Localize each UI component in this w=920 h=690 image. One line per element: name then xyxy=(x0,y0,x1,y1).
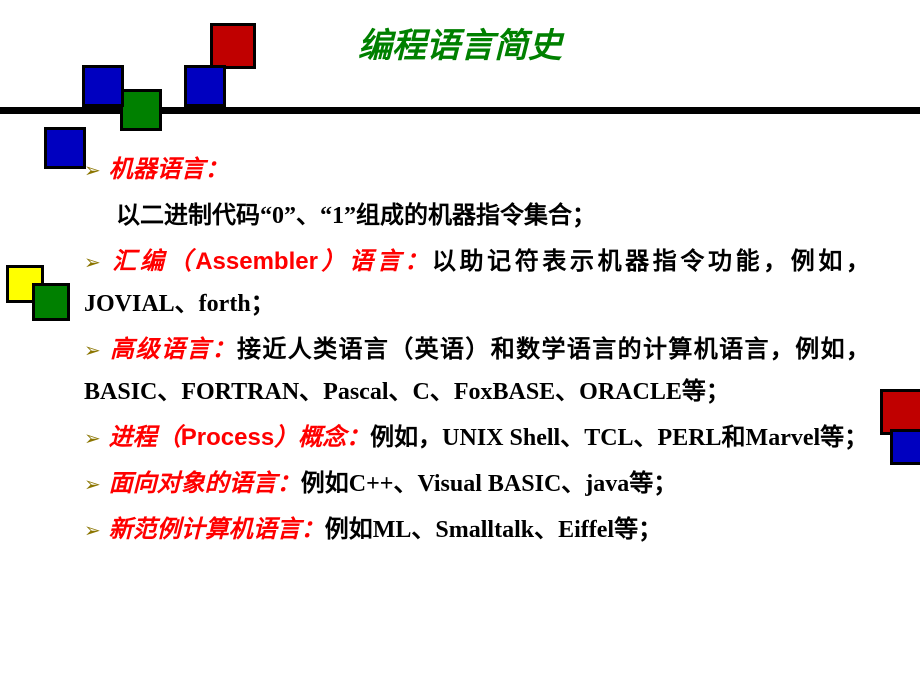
list-item: ➢ 面向对象的语言：例如C++、Visual BASIC、java等； xyxy=(84,463,870,505)
heading-part: ）概念： xyxy=(274,425,370,451)
content-area: ➢ 机器语言： 以二进制代码“0”、“1”组成的机器指令集合； ➢ 汇编（Assem… xyxy=(0,149,920,551)
heading-part-en: Assembler xyxy=(195,248,318,275)
list-item: ➢ 机器语言： xyxy=(84,149,870,191)
list-item: ➢ 新范例计算机语言：例如ML、Smalltalk、Eiffel等； xyxy=(84,509,870,551)
slide-title: 编程语言简史 xyxy=(0,0,920,79)
green-square-icon xyxy=(120,89,162,131)
blue-square-icon xyxy=(184,65,226,107)
list-item: ➢ 进程（Process）概念：例如，UNIX Shell、TCL、PERL和Ma… xyxy=(84,417,870,459)
bullet-arrow-icon: ➢ xyxy=(84,514,101,549)
bullet-arrow-icon: ➢ xyxy=(84,154,101,189)
item-heading: 新范例计算机语言： xyxy=(109,517,325,543)
item-body: 例如C++、Visual BASIC、java等； xyxy=(301,471,678,497)
green-square-icon xyxy=(32,283,70,321)
item-heading: 高级语言： xyxy=(109,337,237,363)
heading-part-en: Process xyxy=(181,424,274,451)
item-body: 例如，UNIX Shell、TCL、PERL和Marvel等； xyxy=(370,425,868,451)
list-item: ➢汇编（Assembler）语言：以助记符表示机器指令功能，例如，JOVIAL、… xyxy=(84,241,870,325)
item-heading: 汇编（Assembler）语言： xyxy=(109,249,432,275)
bullet-arrow-icon: ➢ xyxy=(84,422,101,457)
bullet-arrow-icon: ➢ xyxy=(84,468,101,503)
bullet-arrow-icon: ➢ xyxy=(84,334,101,369)
blue-square-icon xyxy=(890,429,920,465)
decorative-divider xyxy=(0,79,920,149)
heading-part: ）语言： xyxy=(318,249,432,275)
item-heading: 机器语言： xyxy=(109,157,229,183)
blue-square-icon xyxy=(44,127,86,169)
list-item: ➢高级语言：接近人类语言（英语）和数学语言的计算机语言，例如，BASIC、FOR… xyxy=(84,329,870,413)
bullet-arrow-icon: ➢ xyxy=(84,246,101,281)
red-square-icon xyxy=(210,23,256,69)
item-body: 例如ML、Smalltalk、Eiffel等； xyxy=(325,517,662,543)
blue-square-icon xyxy=(82,65,124,107)
heading-part: 汇编（ xyxy=(109,249,195,275)
item-subtext: 以二进制代码“0”、“1”组成的机器指令集合； xyxy=(84,195,870,237)
item-heading: 面向对象的语言： xyxy=(109,471,301,497)
heading-part: 进程（ xyxy=(109,425,181,451)
item-heading: 进程（Process）概念： xyxy=(109,425,370,451)
